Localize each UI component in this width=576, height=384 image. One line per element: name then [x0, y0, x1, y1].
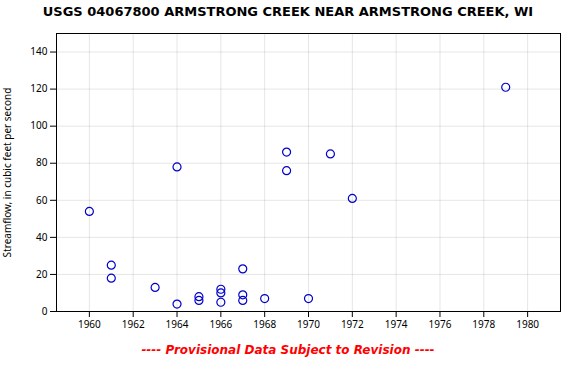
svg-text:1962: 1962 [122, 317, 145, 331]
svg-text:1980: 1980 [516, 317, 539, 331]
svg-text:1978: 1978 [472, 317, 495, 331]
svg-text:140: 140 [30, 44, 47, 58]
svg-text:1960: 1960 [78, 317, 101, 331]
svg-text:1976: 1976 [429, 317, 452, 331]
svg-text:1970: 1970 [297, 317, 320, 331]
svg-text:1966: 1966 [209, 317, 232, 331]
svg-text:40: 40 [36, 230, 48, 244]
svg-text:Streamflow, in cubic feet per: Streamflow, in cubic feet per second [0, 88, 14, 258]
svg-text:100: 100 [30, 118, 47, 132]
svg-text:120: 120 [30, 81, 47, 95]
svg-text:1974: 1974 [385, 317, 408, 331]
svg-text:1972: 1972 [341, 317, 364, 331]
html-text:USGS 04067800 ARMSTRONG CREEK: USGS 04067800 ARMSTRONG CREEK NEAR ARMST… [42, 4, 534, 19]
svg-text:0: 0 [42, 304, 48, 318]
svg-text:20: 20 [36, 267, 48, 281]
svg-text:1964: 1964 [166, 317, 189, 331]
html-text:---- Provisional Data Subject: ---- Provisional Data Subject to Revisio… [141, 343, 435, 357]
svg-text:60: 60 [36, 193, 48, 207]
svg-text:80: 80 [36, 155, 48, 169]
svg-text:1968: 1968 [253, 317, 276, 331]
